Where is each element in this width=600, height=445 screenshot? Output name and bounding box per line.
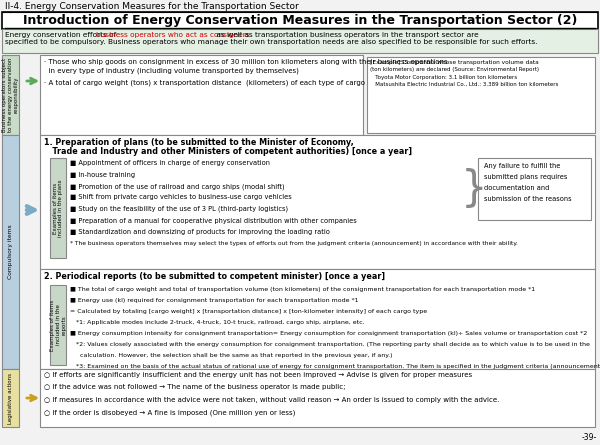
- Text: Business operators subject
to the energy conservation
responsibility: Business operators subject to the energy…: [2, 58, 19, 132]
- Text: II-4. Energy Conservation Measures for the Transportation Sector: II-4. Energy Conservation Measures for t…: [5, 2, 299, 11]
- Text: ■ Energy consumption intensity for consignment transportation= Energy consumptio: ■ Energy consumption intensity for consi…: [70, 331, 587, 336]
- Bar: [478, 158, 591, 220]
- Text: Examples of items
included in the
reports: Examples of items included in the report…: [50, 299, 66, 351]
- Text: *2: Values closely associated with the energy consumption for consignment transp: *2: Values closely associated with the e…: [70, 342, 590, 347]
- Bar: [2, 29, 598, 53]
- Text: ■ The total of cargo weight and total of transportation volume (ton kilometers) : ■ The total of cargo weight and total of…: [70, 287, 535, 292]
- Text: in every type of industry (including volume transported by themselves): in every type of industry (including vol…: [44, 67, 299, 73]
- Text: ○ If the advice was not followed → The name of the business operator is made pub: ○ If the advice was not followed → The n…: [44, 384, 346, 391]
- Text: business operators who act as consigners: business operators who act as consigners: [97, 32, 250, 37]
- Text: ○ If efforts are significantly insufficient and the energy unit has not been imp: ○ If efforts are significantly insuffici…: [44, 372, 472, 378]
- Text: = Calculated by totaling [cargo weight] x [transportation distance] x [ton-kilom: = Calculated by totaling [cargo weight] …: [70, 309, 427, 314]
- Text: · A total of cargo weight (tons) x transportation distance  (kilometers) of each: · A total of cargo weight (tons) x trans…: [44, 79, 365, 85]
- Text: Energy conservation efforts of: Energy conservation efforts of: [5, 32, 119, 37]
- Bar: [40, 135, 595, 269]
- Text: }: }: [461, 168, 487, 210]
- Text: submitted plans requires: submitted plans requires: [484, 174, 568, 180]
- Text: Trade and Industry and other Ministers of competent authorities) [once a year]: Trade and Industry and other Ministers o…: [44, 147, 412, 156]
- Text: ○ If the order is disobeyed → A fine is imposed (One million yen or less): ○ If the order is disobeyed → A fine is …: [44, 409, 295, 416]
- Text: Any failure to fulfill the: Any failure to fulfill the: [484, 163, 560, 169]
- Bar: [2, 135, 19, 369]
- Text: Examples of items
included in the plans: Examples of items included in the plans: [53, 179, 64, 237]
- Text: Introduction of Energy Conservation Measures in the Transportation Sector (2): Introduction of Energy Conservation Meas…: [23, 14, 577, 27]
- Text: Matsushita Electric Industrial Co., Ltd.: 3.389 billion ton kilometers: Matsushita Electric Industrial Co., Ltd.…: [370, 82, 559, 87]
- Bar: [50, 285, 66, 365]
- Text: ■ Study on the feasibility of the use of 3 PL (third-party logistics): ■ Study on the feasibility of the use of…: [70, 206, 288, 213]
- Text: specified to be compulsory. Business operators who manage their own transportati: specified to be compulsory. Business ope…: [5, 39, 538, 45]
- Text: (ton kilometers) are declared (Source: Environmental Report): (ton kilometers) are declared (Source: E…: [370, 67, 539, 72]
- Bar: [2, 369, 19, 427]
- Text: *3: Examined on the basis of the actual status of rational use of energy for con: *3: Examined on the basis of the actual …: [70, 364, 600, 369]
- Text: ■ Standardization and downsizing of products for improving the loading ratio: ■ Standardization and downsizing of prod…: [70, 229, 330, 235]
- Bar: [40, 55, 363, 135]
- Text: ■ Appointment of officers in charge of energy conservation: ■ Appointment of officers in charge of e…: [70, 160, 270, 166]
- Text: ○ If measures in accordance with the advice were not taken, without valid reason: ○ If measures in accordance with the adv…: [44, 397, 499, 403]
- Text: *1: Applicable modes include 2-truck, 4-truck, 10-t truck, railroad, cargo ship,: *1: Applicable modes include 2-truck, 4-…: [70, 320, 365, 325]
- Text: Compulsory items: Compulsory items: [8, 225, 13, 279]
- Text: 2. Periodical reports (to be submitted to competent minister) [once a year]: 2. Periodical reports (to be submitted t…: [44, 272, 385, 281]
- Text: calculation. However, the selection shall be the same as that reported in the pr: calculation. However, the selection shal…: [70, 353, 392, 358]
- Text: ■ In-house training: ■ In-house training: [70, 171, 135, 178]
- Bar: [40, 369, 595, 427]
- Bar: [367, 57, 595, 133]
- Text: -39-: -39-: [582, 433, 597, 442]
- Text: Toyota Motor Corporation: 3.1 billion ton kilometers: Toyota Motor Corporation: 3.1 billion to…: [370, 74, 517, 80]
- Bar: [2, 55, 19, 135]
- Bar: [2, 12, 598, 29]
- Text: ■ Preparation of a manual for cooperative physical distribution with other compa: ■ Preparation of a manual for cooperativ…: [70, 218, 357, 223]
- Text: [Example] Companies whose transportation volume data: [Example] Companies whose transportation…: [370, 60, 539, 65]
- Text: * The business operators themselves may select the types of efforts out from the: * The business operators themselves may …: [70, 240, 518, 246]
- Text: submission of the reasons: submission of the reasons: [484, 196, 572, 202]
- Text: as well as transportation business operators in the transport sector are: as well as transportation business opera…: [214, 32, 479, 37]
- Bar: [50, 158, 66, 258]
- Text: 1. Preparation of plans (to be submitted to the Minister of Economy,: 1. Preparation of plans (to be submitted…: [44, 138, 354, 147]
- Text: ■ Shift from private cargo vehicles to business-use cargo vehicles: ■ Shift from private cargo vehicles to b…: [70, 194, 292, 201]
- Text: Legislative actions: Legislative actions: [8, 372, 13, 424]
- Bar: [40, 269, 595, 369]
- Text: ■ Energy use (kl) required for consignment transportation for each transportatio: ■ Energy use (kl) required for consignme…: [70, 298, 359, 303]
- Text: ■ Promotion of the use of railroad and cargo ships (modal shift): ■ Promotion of the use of railroad and c…: [70, 183, 284, 190]
- Text: documentation and: documentation and: [484, 185, 550, 191]
- Text: · Those who ship goods on consignment in excess of 30 million ton kilometers alo: · Those who ship goods on consignment in…: [44, 59, 448, 65]
